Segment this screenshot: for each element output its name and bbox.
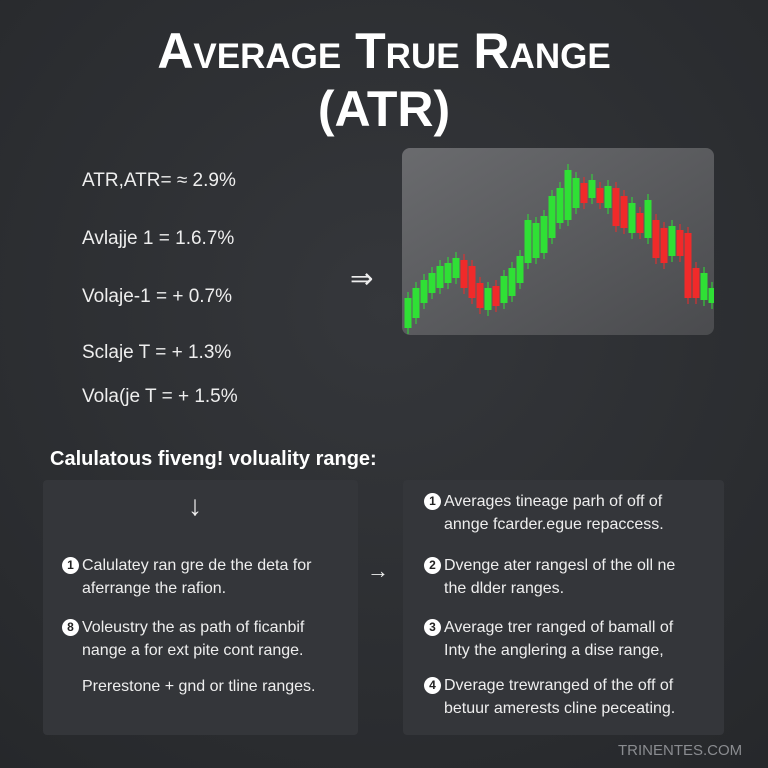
step-text: Average trer ranged of bamall of [444,619,674,636]
candle [436,266,444,288]
watermark: TRINENTES.COM [618,742,743,759]
candle [428,273,436,293]
step-text: Prerestone + gnd or tline ranges. [82,678,316,695]
step-text: Dvenge ater rangesl of the oll ne [444,557,676,574]
candle [636,213,644,233]
candle [644,200,652,238]
candle [460,260,468,288]
candle [612,188,620,226]
candle [548,196,556,238]
left-box: ↓ [43,480,358,735]
step-text: Calulatey ran gre de the deta for [82,557,312,574]
candle [412,288,420,318]
step-text: Voleustry the as path of ficanbif [82,619,305,636]
candle [484,288,492,310]
candle [572,178,580,208]
candle [660,228,668,263]
candle [588,180,596,198]
candle [596,188,604,203]
candle [700,273,708,300]
right-box [403,480,724,735]
candle [500,276,508,303]
step-text: betuur amerests cline peceating. [444,700,676,717]
candle [652,220,660,258]
candle [452,258,460,278]
step-text: nange a for ext pite cont range. [82,642,304,659]
step-number: 1 [62,557,79,574]
step-number: 2 [424,557,441,574]
candle [476,283,484,308]
candle [532,223,540,258]
candle [708,288,714,303]
candle [668,226,676,256]
candle [508,268,516,296]
step-text: Averages tineage parh of off of [444,493,663,510]
arrow: → [367,558,389,583]
candle [604,186,612,208]
candle [556,188,564,223]
formula: ATR,ATR= ≈ 2.9% [82,170,236,191]
step-number: 3 [424,619,441,636]
candle [444,263,452,283]
candle [516,256,524,283]
formula: Volaje-1 = + 0.7% [82,286,232,307]
candle [564,170,572,220]
formula: Sclaje T = + 1.3% [82,342,232,363]
candle [580,183,588,203]
candle [468,266,476,298]
step-text: Inty the anglering a dise range, [444,642,664,659]
candle [628,203,636,233]
step-number: 1 [424,493,441,510]
subtitle: (ATR) [317,81,451,137]
step-number: 4 [424,677,441,694]
formula: Avlajje 1 = 1.6.7% [82,228,235,249]
candle [540,216,548,253]
candlestick-image [402,148,714,335]
candle [676,230,684,256]
step-text: the dlder ranges. [444,580,565,597]
section-heading: Calulatous fiveng! voluality range: [50,448,377,470]
candle [620,196,628,228]
formula: Vola(je T = + 1.5% [82,386,238,407]
candle [684,233,692,298]
step-text: annge fcarder.egue repaccess. [444,516,664,533]
arrow: ↓ [188,490,202,521]
title: Average True Range [157,23,611,79]
candle [404,298,412,328]
candle [524,220,532,263]
arrow: ⇒ [350,263,374,294]
candle [692,268,700,298]
step-text: aferrange the rafion. [82,580,227,597]
step-number: 8 [62,619,79,636]
candle [492,286,500,306]
step-text: Dverage trewranged of the off of [444,677,674,694]
candle [420,280,428,303]
